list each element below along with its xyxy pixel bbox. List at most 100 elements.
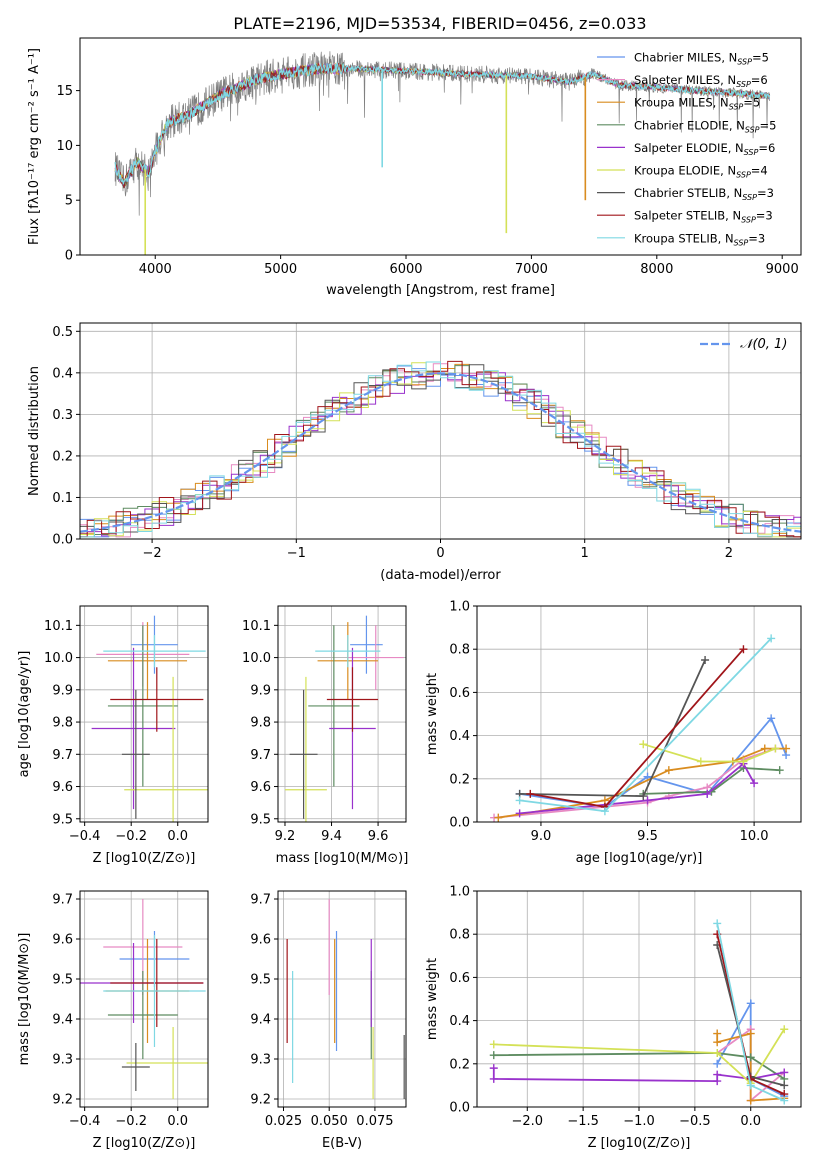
- legend-label: Kroupa ELODIE, NSSP=4: [634, 164, 768, 180]
- spectrum-ylabel: Flux [fλ10⁻¹⁷ erg cm⁻² s⁻¹ A⁻¹]: [27, 48, 42, 245]
- mass_vs_Z-xlabel: Z [log10(Z/Z⊙)]: [93, 1136, 196, 1151]
- mass_weight_vs_Z-marker: [746, 1053, 755, 1062]
- x-tick-label: 9.2: [275, 829, 296, 844]
- mass_weight_vs_age-frame: [476, 605, 802, 823]
- x-tick-label: 0: [436, 546, 444, 561]
- histogram-axes: [76, 323, 801, 543]
- mass_weight_vs_age-marker: [526, 789, 535, 798]
- x-tick-label: −0.5: [679, 1114, 711, 1129]
- x-tick-label: 9.4: [321, 829, 342, 844]
- spectrum-data-line: [114, 51, 771, 216]
- legend-label: Kroupa STELIB, NSSP=3: [634, 231, 765, 247]
- legend-rest: =3: [748, 231, 765, 245]
- age_vs_mass-frame: [277, 605, 407, 823]
- legend-n: N: [727, 164, 736, 178]
- y-tick-label: 0.4: [449, 1014, 470, 1029]
- y-tick-label: 9.6: [52, 780, 73, 795]
- legend-gauss-label: 𝒩(0, 1): [740, 337, 787, 352]
- y-tick-label: 9.8: [52, 716, 73, 731]
- y-tick-label: 9.7: [52, 893, 73, 908]
- mass_weight_vs_Z-marker: [746, 1081, 755, 1090]
- mass_weight_vs_age-series-line: [643, 767, 780, 795]
- x-tick-label: 4000: [139, 262, 172, 277]
- mass_weight_vs_age-marker: [515, 796, 524, 805]
- x-tick-label: −0.2: [115, 829, 147, 844]
- x-tick-label: 9.5: [637, 829, 658, 844]
- legend-sub: SSP: [736, 80, 751, 89]
- age_vs_mass-axes: [274, 606, 406, 826]
- y-tick-label: 0.8: [449, 928, 470, 943]
- mass_weight_vs_Z-xlabel: Z [log10(Z/Z⊙)]: [588, 1136, 691, 1151]
- x-tick-label: 7000: [515, 262, 548, 277]
- y-tick-label: 0.8: [449, 643, 470, 658]
- mass_weight_vs_Z-frame: [476, 890, 802, 1108]
- histogram-step: [80, 363, 801, 538]
- mass_weight_vs_age-marker: [696, 757, 705, 766]
- mass_weight_vs_age-series-line: [519, 659, 706, 798]
- mass_vs_EBV-frame: [277, 890, 407, 1108]
- mass_weight_vs_age-marker: [739, 757, 748, 766]
- y-tick-label: 0.0: [449, 1101, 470, 1116]
- mass_weight_vs_Z-marker: [713, 1049, 722, 1057]
- legend-sub: SSP: [741, 216, 756, 225]
- y-tick-label: 0.1: [52, 491, 73, 506]
- legend-rest: =6: [758, 141, 775, 155]
- mass_weight_vs_Z-marker: [489, 1051, 498, 1060]
- histogram-step: [80, 364, 801, 539]
- x-tick-label: −2.0: [511, 1114, 543, 1129]
- mass_weight_vs_Z-marker: [713, 1038, 722, 1047]
- legend-n: N: [727, 73, 736, 87]
- legend-label: Chabrier MILES, NSSP=5: [634, 51, 769, 67]
- legend-n: N: [732, 209, 741, 223]
- legend-sub: SSP: [744, 148, 759, 157]
- spectrum-axes: [76, 90, 783, 259]
- x-tick-label: −1.5: [567, 1114, 599, 1129]
- gaussian-line: [79, 372, 802, 533]
- legend-n: N: [725, 231, 734, 245]
- y-tick-label: 9.9: [52, 683, 73, 698]
- mass_weight_vs_Z-ylabel: mass weight: [425, 958, 440, 1040]
- legend-sub: SSP: [737, 58, 752, 67]
- mass_weight_vs_age-marker: [771, 744, 780, 753]
- legend-sub: SSP: [742, 193, 757, 202]
- legend-label: Salpeter ELODIE, NSSP=6: [634, 141, 775, 157]
- histogram-step: [80, 365, 801, 539]
- legend-rest: =6: [751, 73, 768, 87]
- legend-rest: =5: [743, 96, 760, 110]
- age_vs_Z-axes: [76, 606, 208, 826]
- x-tick-label: −0.4: [69, 1114, 101, 1129]
- x-tick-label: 8000: [640, 262, 673, 277]
- mass_weight_vs_Z-marker: [746, 1029, 755, 1038]
- legend-n: N: [736, 118, 745, 132]
- mass_weight_vs_age-marker: [739, 645, 748, 654]
- x-tick-label: 10.0: [740, 829, 769, 844]
- y-tick-label: 5: [65, 194, 73, 209]
- x-tick-label: 0.050: [311, 1114, 348, 1129]
- mass_weight_vs_age-xlabel: age [log10(age/yr)]: [576, 851, 703, 866]
- y-tick-label: 0.3: [52, 408, 73, 423]
- y-tick-label: 9.9: [250, 683, 271, 698]
- legend-sub: SSP: [734, 238, 749, 247]
- legend-sub: SSP: [745, 125, 760, 134]
- mass_weight_vs_age-marker: [664, 766, 673, 775]
- y-tick-label: 15: [56, 84, 73, 99]
- spectrum-model-line: [114, 63, 770, 187]
- y-tick-label: 10: [56, 139, 73, 154]
- legend-rest: =5: [760, 118, 777, 132]
- mass_weight_vs_age-series-line: [519, 637, 772, 813]
- legend-label: Salpeter STELIB, NSSP=3: [634, 209, 773, 225]
- mass_weight_vs_age-marker: [767, 714, 776, 723]
- y-tick-label: 0.2: [449, 1057, 470, 1072]
- y-tick-label: 9.3: [250, 1053, 271, 1068]
- y-tick-label: 9.7: [52, 748, 73, 763]
- x-tick-label: 2: [725, 546, 733, 561]
- y-tick-label: 9.5: [52, 973, 73, 988]
- y-tick-label: 9.6: [250, 780, 271, 795]
- y-tick-label: 9.6: [250, 933, 271, 948]
- spectrum-frame: [79, 37, 802, 256]
- legend-n: N: [729, 51, 738, 65]
- mass_weight_vs_age-marker: [782, 744, 791, 753]
- y-tick-label: 9.5: [250, 812, 271, 827]
- mass_weight_vs_Z-marker: [489, 1064, 498, 1073]
- histogram-step: [80, 360, 801, 538]
